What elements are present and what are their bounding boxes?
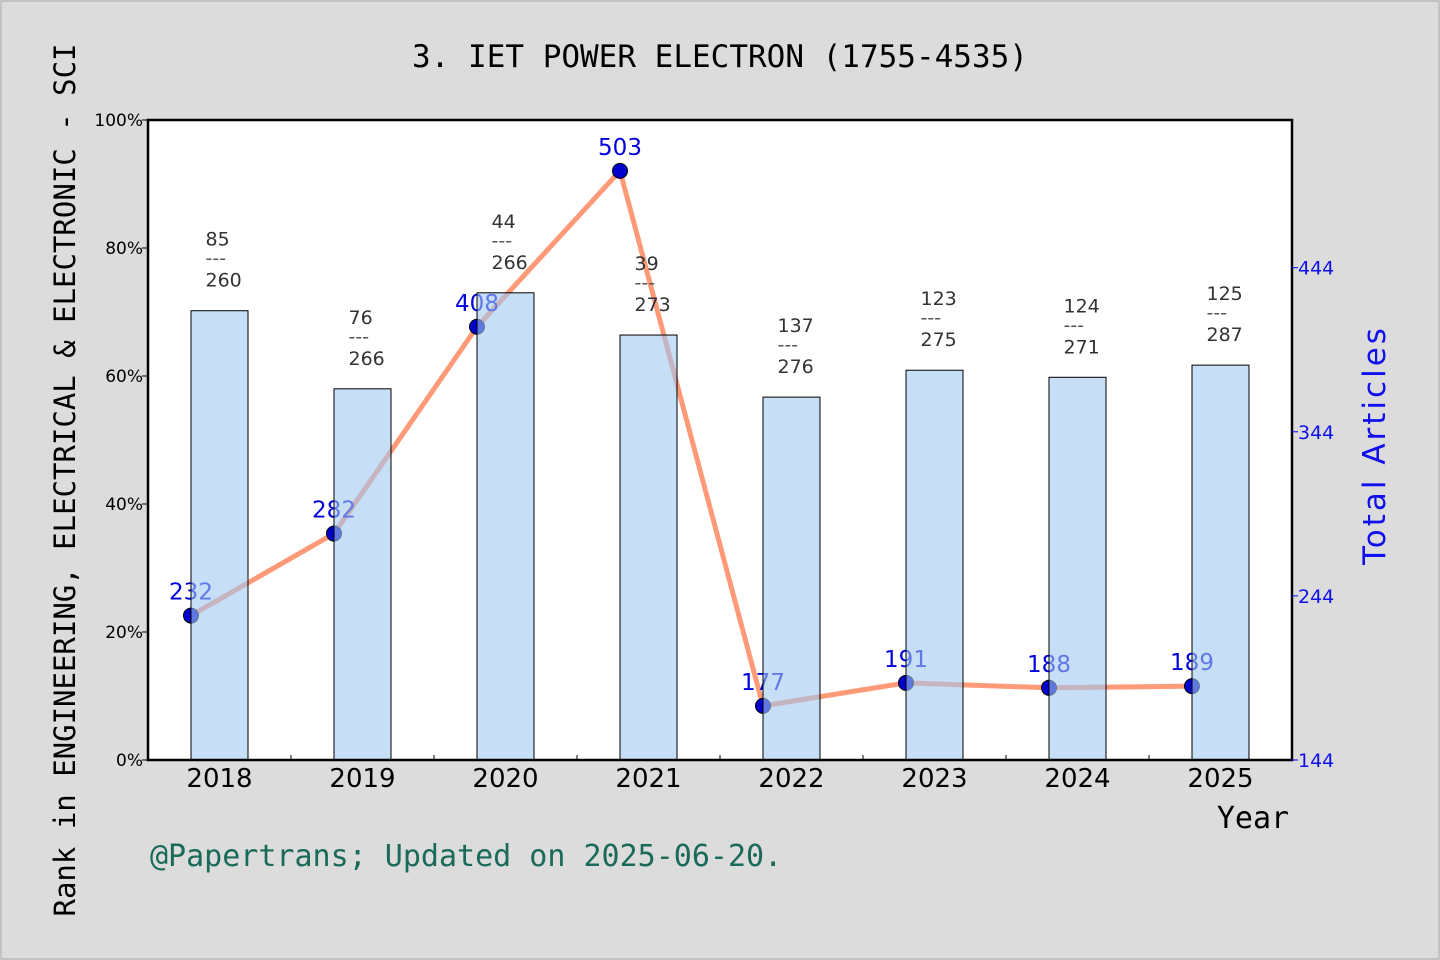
left-tick-label: 100% — [94, 111, 143, 131]
bar — [1191, 364, 1250, 761]
total-label: 271 — [1064, 336, 1100, 358]
axes: 0% 20% 40% 60% 80% 100% 144 244 344 444 2018 2019 20… — [94, 111, 1334, 794]
rank-label: 44 — [492, 211, 516, 233]
left-tick-label: 20% — [105, 623, 143, 643]
x-tick-label: 2024 — [1044, 764, 1110, 794]
x-tick-label: 2020 — [472, 764, 538, 794]
bar — [905, 369, 964, 761]
total-label: 266 — [492, 252, 528, 274]
rank-separator: --- — [1207, 302, 1228, 324]
rank-label: 123 — [921, 288, 957, 310]
x-tick-label: 2022 — [758, 764, 824, 794]
rank-label: 85 — [206, 229, 230, 251]
left-tick-label: 0% — [116, 751, 143, 771]
total-label: 275 — [921, 329, 957, 351]
line-marker — [612, 162, 628, 179]
left-tick-label: 60% — [105, 367, 143, 387]
right-tick-label: 444 — [1298, 258, 1334, 280]
x-tick-label: 2019 — [329, 764, 395, 794]
total-label: 287 — [1207, 324, 1243, 346]
right-tick-label: 344 — [1298, 422, 1334, 444]
line-value-label: 503 — [598, 135, 642, 161]
plot-area — [148, 120, 1292, 760]
bar — [333, 388, 392, 761]
rank-separator: --- — [635, 272, 656, 294]
rank-separator: --- — [349, 326, 370, 348]
total-label: 260 — [206, 270, 242, 292]
rank-label: 125 — [1207, 283, 1243, 305]
rank-label: 76 — [349, 307, 373, 329]
x-tick-label: 2025 — [1187, 764, 1253, 794]
bar — [619, 334, 678, 761]
rank-label: 39 — [635, 253, 659, 275]
x-tick-label: 2021 — [615, 764, 681, 794]
left-tick-label: 40% — [105, 495, 143, 515]
x-tick-label: 2018 — [186, 764, 252, 794]
rank-separator: --- — [206, 248, 227, 270]
bar-series — [190, 292, 1250, 761]
total-label: 276 — [778, 356, 814, 378]
total-label: 273 — [635, 294, 671, 316]
right-tick-label: 144 — [1298, 750, 1334, 772]
bar — [762, 396, 821, 761]
rank-separator: --- — [1064, 314, 1085, 336]
chart-title: 3. IET POWER ELECTRON (1755-4535) — [412, 39, 1028, 75]
total-label: 266 — [349, 348, 385, 370]
rank-label: 137 — [778, 315, 814, 337]
x-tick-label: 2023 — [901, 764, 967, 794]
right-tick-label: 244 — [1298, 586, 1334, 608]
bar — [476, 292, 535, 761]
left-axis-label: Rank in ENGINEERING, ELECTRICAL & ELECTR… — [48, 44, 82, 917]
footer-credit: @Papertrans; Updated on 2025-06-20. — [150, 839, 782, 874]
rank-separator: --- — [492, 230, 513, 252]
bar — [1048, 376, 1107, 761]
left-tick-label: 80% — [105, 239, 143, 259]
bar — [190, 310, 249, 761]
rank-separator: --- — [778, 334, 799, 356]
x-axis-label: Year — [1217, 801, 1289, 836]
rank-separator: --- — [921, 307, 942, 329]
rank-label: 124 — [1064, 295, 1100, 317]
right-axis-label: Total Articles — [1357, 325, 1393, 566]
